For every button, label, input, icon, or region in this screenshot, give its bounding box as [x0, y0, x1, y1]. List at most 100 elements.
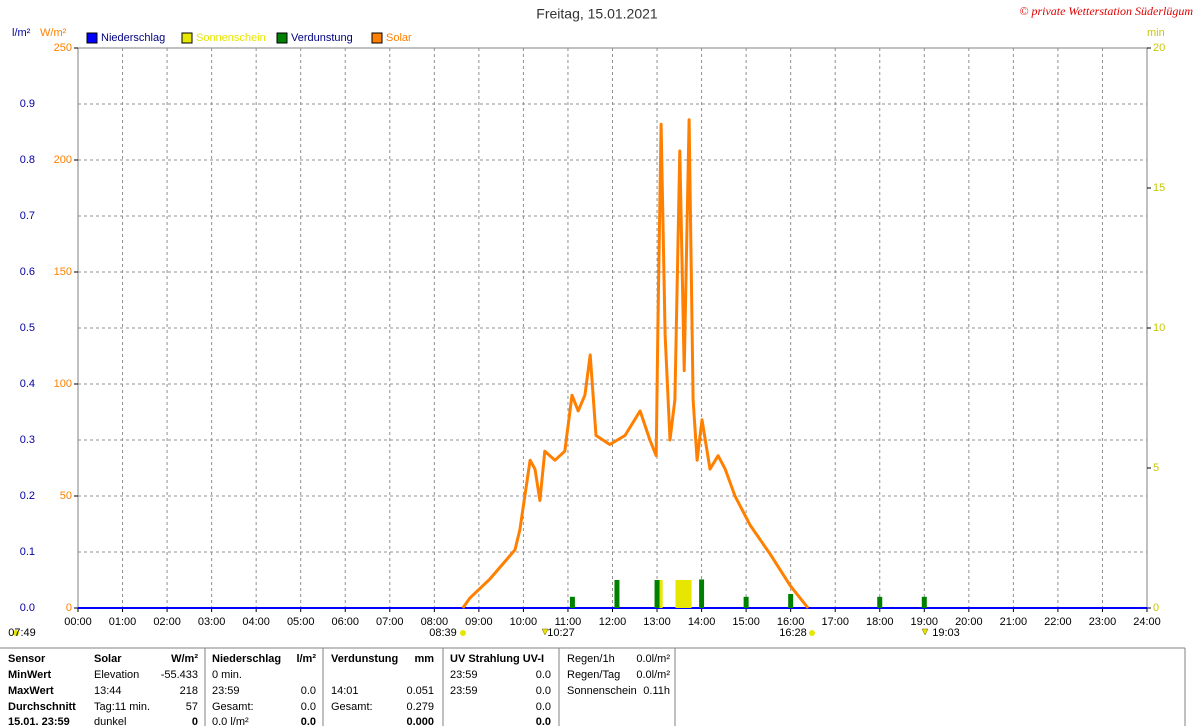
bar	[614, 580, 620, 608]
x-tick-label: 12:00	[599, 616, 627, 628]
y-tick-label: 0.1	[20, 546, 35, 558]
x-tick-label: 19:00	[911, 616, 939, 628]
time-label: 10:27	[547, 627, 575, 639]
stat-value: 0.0	[536, 716, 551, 726]
x-tick-label: 08:00	[421, 616, 449, 628]
x-tick-label: 20:00	[955, 616, 983, 628]
stat-value: 0.0	[536, 701, 551, 713]
info-value: 0.11h	[643, 685, 670, 697]
x-tick-label: 05:00	[287, 616, 315, 628]
y3-axis-label: min	[1147, 27, 1165, 39]
y2-tick-label: 150	[54, 266, 72, 278]
y-tick-label: 0.8	[20, 154, 35, 166]
x-tick-label: 17:00	[821, 616, 849, 628]
y2-tick-label: 50	[60, 490, 72, 502]
x-tick-label: 24:00	[1133, 616, 1161, 628]
stat-label: Elevation	[94, 669, 139, 681]
x-tick-label: 14:00	[688, 616, 716, 628]
stat-label: 23:59	[450, 669, 478, 681]
y2-tick-label: 0	[66, 602, 72, 614]
stat-label: Tag:11 min.	[94, 701, 150, 713]
bar	[569, 596, 575, 608]
time-label: 16:28	[779, 627, 807, 639]
bar	[679, 580, 685, 608]
legend-swatch	[86, 32, 98, 44]
x-tick-label: 02:00	[153, 616, 181, 628]
row-header: Sensor	[8, 653, 46, 665]
y-tick-label: 0.4	[20, 378, 35, 390]
x-tick-label: 10:00	[510, 616, 538, 628]
stat-value: 57	[186, 701, 198, 713]
stat-value: 0.0	[301, 685, 316, 697]
x-tick-label: 01:00	[109, 616, 137, 628]
y-tick-label: 0.9	[20, 98, 35, 110]
bar	[743, 596, 749, 608]
y3-tick-label: 5	[1153, 462, 1159, 474]
group-title: Verdunstung	[331, 653, 398, 665]
time-label: 19:03	[932, 627, 960, 639]
legend-swatch	[181, 32, 193, 44]
x-tick-label: 09:00	[465, 616, 493, 628]
stat-label: Gesamt:	[212, 701, 254, 713]
group-unit: mm	[414, 653, 434, 665]
y3-tick-label: 20	[1153, 42, 1165, 54]
bar	[686, 580, 692, 608]
x-tick-label: 04:00	[242, 616, 270, 628]
time-label: 08:39	[429, 627, 457, 639]
y2-tick-label: 200	[54, 154, 72, 166]
stat-label: 14:01	[331, 685, 359, 697]
y2-axis-label: W/m²	[40, 27, 67, 39]
x-tick-label: 00:00	[64, 616, 92, 628]
row-header: 15.01. 23:59	[8, 716, 70, 726]
bar	[877, 596, 883, 608]
bar	[657, 580, 663, 608]
legend-label: Niederschlag	[101, 32, 165, 44]
time-marker	[921, 628, 929, 636]
stat-value: 0.0	[301, 716, 316, 726]
time-marker	[13, 630, 19, 636]
y3-tick-label: 0	[1153, 602, 1159, 614]
info-label: Regen/Tag	[567, 669, 620, 681]
group-unit: W/m²	[171, 653, 198, 665]
y3-tick-label: 10	[1153, 322, 1165, 334]
info-label: Regen/1h	[567, 653, 615, 665]
bar	[788, 594, 794, 608]
stat-value: -55.433	[161, 669, 198, 681]
x-tick-label: 11:00	[555, 616, 582, 628]
y-tick-label: 0.2	[20, 490, 35, 502]
y3-tick-label: 15	[1153, 182, 1165, 194]
bar	[699, 579, 705, 608]
y2-tick-label: 100	[54, 378, 72, 390]
legend-label: Solar	[386, 32, 412, 44]
stat-value: 0.051	[406, 685, 434, 697]
legend-label: Sonnenschein	[196, 32, 266, 44]
info-value: 0.0l/m²	[636, 653, 670, 665]
group-title: Niederschlag	[212, 653, 281, 665]
row-header: MaxWert	[8, 685, 54, 697]
group-title: Solar	[94, 653, 122, 665]
legend-swatch	[371, 32, 383, 44]
stat-value: 0.000	[406, 716, 434, 726]
legend-swatch	[276, 32, 288, 44]
stat-label: 23:59	[450, 685, 478, 697]
stat-label: 0 min.	[212, 669, 242, 681]
time-marker	[809, 630, 815, 636]
y-axis-label: l/m²	[12, 27, 31, 39]
copyright: © private Wetterstation Süderlügum	[1019, 4, 1193, 18]
line	[461, 118, 810, 609]
time-marker	[541, 628, 549, 636]
stat-value: 0.0	[301, 701, 316, 713]
x-tick-label: 13:00	[643, 616, 671, 628]
x-tick-label: 21:00	[1000, 616, 1028, 628]
y-tick-label: 0.6	[20, 266, 35, 278]
stat-label: 13:44	[94, 685, 122, 697]
x-tick-label: 15:00	[732, 616, 760, 628]
y2-tick-label: 250	[54, 42, 72, 54]
y-tick-label: 0.7	[20, 210, 35, 222]
info-value: 0.0l/m²	[636, 669, 670, 681]
x-tick-label: 16:00	[777, 616, 805, 628]
legend-label: Verdunstung	[291, 32, 353, 44]
stat-value: 0.0	[536, 685, 551, 697]
stat-value: 218	[180, 685, 198, 697]
